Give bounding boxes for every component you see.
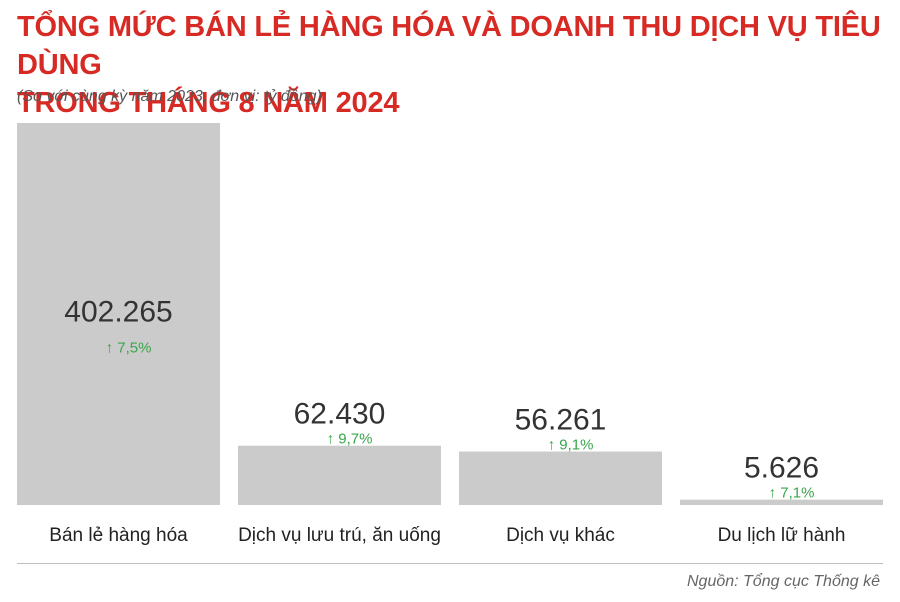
value-label-2: 62.430: [294, 398, 386, 431]
category-label-3: Dịch vụ khác: [506, 525, 615, 546]
source-note: Nguồn: Tổng cục Thống kê: [686, 573, 880, 590]
change-label-1: ↑ 7,5%: [106, 340, 152, 357]
value-label-1: 402.265: [64, 296, 172, 329]
chart-title: TỔNG MỨC BÁN LẺ HÀNG HÓA VÀ DOANH THU DỊ…: [17, 8, 900, 122]
title-line-2: TRONG THÁNG 8 NĂM 2024: [17, 87, 400, 119]
title-line-1: TỔNG MỨC BÁN LẺ HÀNG HÓA VÀ DOANH THU DỊ…: [17, 11, 881, 81]
change-label-4: ↑ 7,1%: [769, 485, 815, 502]
value-label-3: 56.261: [515, 404, 607, 437]
change-label-2: ↑ 9,7%: [327, 431, 373, 448]
footer-divider: [17, 563, 883, 564]
bar-3: [459, 451, 662, 505]
change-label-3: ↑ 9,1%: [548, 437, 594, 454]
category-label-4: Du lịch lữ hành: [718, 525, 846, 546]
bar-1: [17, 123, 220, 505]
category-label-1: Bán lẻ hàng hóa: [49, 525, 188, 546]
chart-subtitle: (So với cùng kỳ năm 2023, đơn vị: tỷ đồn…: [17, 88, 322, 105]
value-label-4: 5.626: [744, 452, 819, 485]
bar-4: [680, 499, 883, 505]
bar-2: [238, 445, 441, 505]
category-label-2: Dịch vụ lưu trú, ăn uống: [238, 525, 441, 546]
